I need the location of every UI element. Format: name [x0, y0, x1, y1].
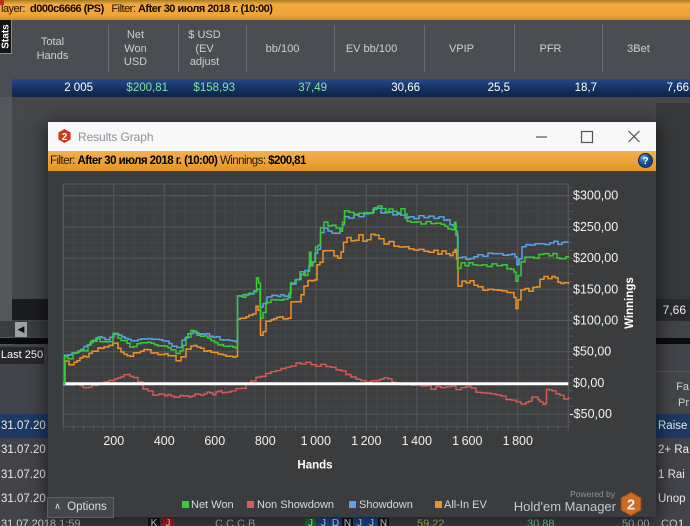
- svg-text:-$50,00: -$50,00: [570, 407, 612, 421]
- svg-text:$200,00: $200,00: [573, 251, 618, 265]
- svg-text:Winnings: Winnings: [624, 277, 636, 329]
- svg-text:$250,00: $250,00: [573, 220, 618, 234]
- svg-text:400: 400: [154, 434, 175, 448]
- svg-text:1 400: 1 400: [402, 434, 432, 448]
- svg-text:200: 200: [103, 434, 124, 448]
- svg-text:600: 600: [204, 434, 225, 448]
- svg-text:?: ?: [642, 156, 648, 167]
- svg-text:$100,00: $100,00: [573, 314, 618, 328]
- svg-text:800: 800: [255, 434, 276, 448]
- svg-text:1 600: 1 600: [452, 434, 482, 448]
- svg-text:$150,00: $150,00: [573, 282, 618, 296]
- svg-text:$300,00: $300,00: [573, 189, 618, 203]
- svg-text:2: 2: [627, 497, 635, 514]
- svg-text:2: 2: [62, 132, 68, 143]
- svg-text:Hands: Hands: [297, 460, 332, 472]
- svg-text:1 200: 1 200: [351, 434, 381, 448]
- svg-text:$0,00: $0,00: [573, 376, 604, 390]
- svg-text:1 800: 1 800: [503, 434, 533, 448]
- svg-text:1 000: 1 000: [301, 434, 331, 448]
- svg-text:$50,00: $50,00: [573, 345, 611, 359]
